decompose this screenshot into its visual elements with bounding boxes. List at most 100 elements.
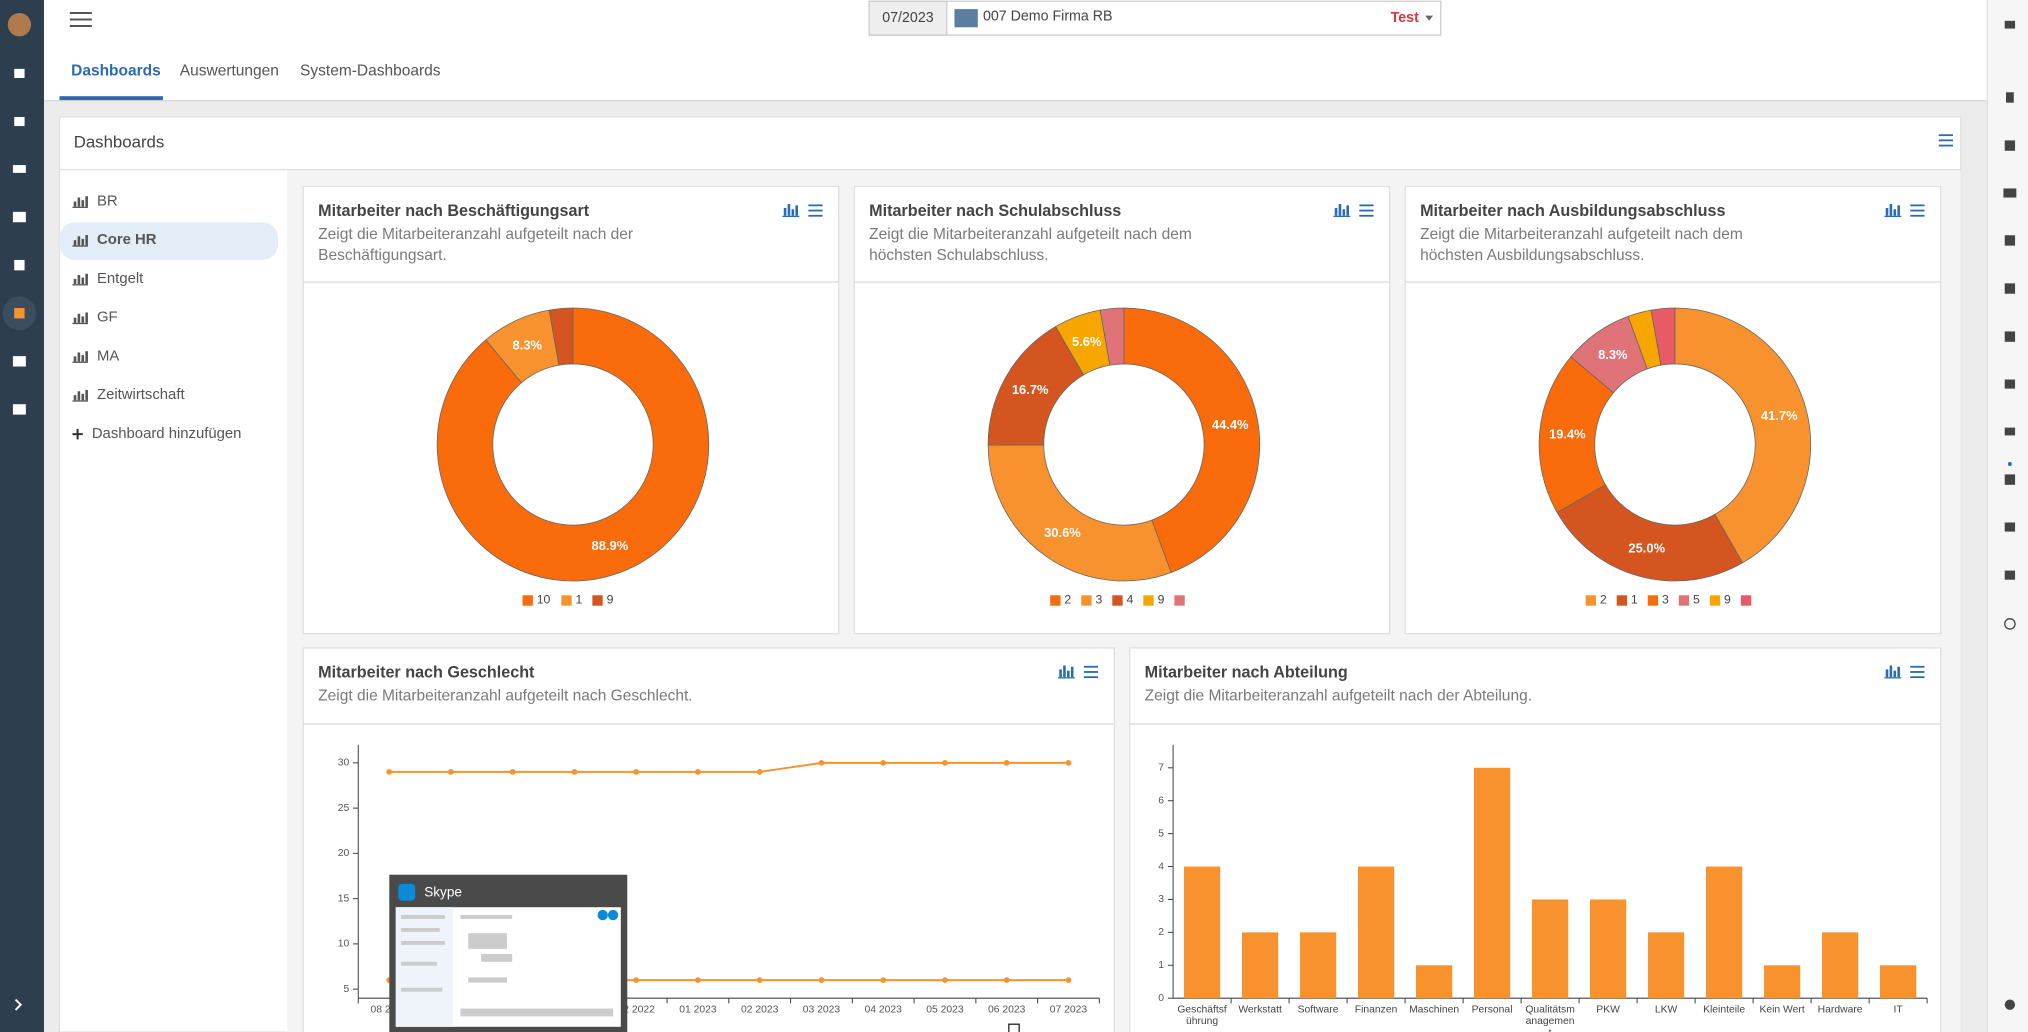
widget-title: Mitarbeiter nach Ausbildungsabschluss [1420,202,1725,220]
menu-icon[interactable] [69,12,92,27]
widget-menu[interactable] [1359,204,1374,217]
point [942,759,948,766]
slice-label: 8.3% [1598,347,1628,362]
widget-subtitle: Zeigt die Mitarbeiteranzahl aufgeteilt n… [869,224,1192,264]
overlay-title: Skype [424,885,462,900]
icon-bar [81,355,85,362]
point [633,769,640,775]
pie-slice [987,444,1172,582]
chart-type-icon[interactable] [1333,204,1351,218]
chart-type-icon[interactable] [1057,665,1075,679]
icon-bar [1346,205,1349,216]
skype-preview[interactable]: Skype [389,874,628,1032]
widget-title: Mitarbeiter nach Geschlecht [318,664,535,682]
company: 007 Demo Firma RB [983,9,1113,25]
icon-bar [73,317,77,323]
bar-icon [72,351,88,363]
icon-bar [81,200,85,207]
legend-label: 1 [576,593,583,607]
legend-label: 9 [607,593,614,607]
dashboard-item[interactable]: Entgelt [97,271,144,287]
icon[interactable] [2004,235,2016,246]
icon-bar [1889,665,1893,678]
widget-subtitle: Zeigt die Mitarbeiteranzahl aufgeteilt n… [1144,686,1533,705]
widget-subtitle-box: Zeigt die Mitarbeiteranzahl aufgeteilt n… [869,224,1192,264]
icon-bar [73,240,77,246]
icon[interactable] [2004,379,2016,389]
slice-label: 19.4% [1549,426,1586,441]
icon[interactable] [2004,618,2016,630]
icon-bar [1885,207,1889,216]
x-tick-label: 01 2023 [679,1005,717,1016]
widget-menu[interactable] [808,204,823,217]
dashboard-item[interactable]: GF [97,310,118,326]
y-tick-label: 1 [1158,960,1164,971]
tab-underline [59,96,163,101]
period-box[interactable] [868,0,948,36]
bar [1647,932,1685,999]
expand-icon[interactable] [14,998,23,1011]
chart-type-icon[interactable] [1884,665,1902,679]
icon[interactable] [2004,570,2016,580]
icon[interactable] [2003,188,2017,198]
legend-swatch [1050,595,1061,606]
avatar[interactable] [7,12,32,37]
point [1003,759,1010,766]
add-dashboard[interactable]: Dashboard hinzufügen [92,426,242,442]
icon[interactable] [2004,283,2016,294]
people-icon[interactable] [12,165,26,173]
icon[interactable] [2004,522,2016,532]
widget-menu[interactable] [1910,204,1925,217]
thumbnail-button [607,909,619,921]
y-tick-label: 4 [1158,861,1164,872]
legend-label: 9 [1158,593,1165,607]
widget-subtitle: Zeigt die Mitarbeiteranzahl aufgeteilt n… [318,686,693,705]
y-tick-label: 7 [1158,763,1164,774]
pie-slice [1650,307,1676,366]
chart-type-icon[interactable] [1884,204,1902,218]
widget-menu[interactable] [1083,665,1099,679]
settings-icon[interactable] [2004,999,2016,1010]
panel-menu[interactable] [1938,134,1953,147]
icon-bar [1067,670,1070,678]
dot [2007,462,2012,466]
icon[interactable] [2004,331,2016,342]
dashboard-item[interactable]: Core HR [97,232,157,248]
tab[interactable]: Auswertungen [180,63,279,80]
point [1065,977,1072,983]
id-icon[interactable] [12,404,26,415]
settings-icon[interactable] [12,356,26,367]
icon[interactable] [2004,20,2016,29]
dashboard-item[interactable]: MA [97,348,119,364]
sidebar-icons [2,68,37,1011]
widget-title: Mitarbeiter nach Abteilung [1145,664,1348,682]
x-tick-label-box: PKW [1596,1003,1620,1015]
chart-type-icon[interactable] [782,204,800,218]
doc-icon[interactable] [14,259,25,271]
icon[interactable] [2004,140,2016,151]
x-tick-label: Finanzen [1354,1003,1398,1016]
icon[interactable] [2004,427,2016,436]
icon-base [72,206,88,208]
tab[interactable]: System-Dashboards [300,63,441,80]
slice-label: 5.6% [1072,334,1102,349]
icon-bar [85,196,88,207]
tab[interactable]: Dashboards [71,63,161,80]
widget-title: Mitarbeiter nach Schulabschluss [869,202,1121,220]
panel-title: Dashboards [74,132,165,151]
icon-bar [1063,665,1066,678]
widget-menu[interactable] [1910,665,1925,679]
icon[interactable] [2006,92,2014,103]
icon[interactable] [2004,474,2016,485]
chart-icon[interactable] [14,308,25,319]
x-tick-label: 08 2022 [370,1005,408,1016]
legend-label: 2 [1064,593,1071,607]
point [695,769,701,775]
bar [1880,965,1917,999]
company-icon[interactable] [14,116,25,127]
cursor-marker [1008,1023,1020,1032]
dashboard-item[interactable]: BR [97,193,118,209]
home-icon[interactable] [14,68,25,78]
card-icon[interactable] [12,211,26,223]
dashboard-item[interactable]: Zeitwirtschaft [97,387,185,403]
